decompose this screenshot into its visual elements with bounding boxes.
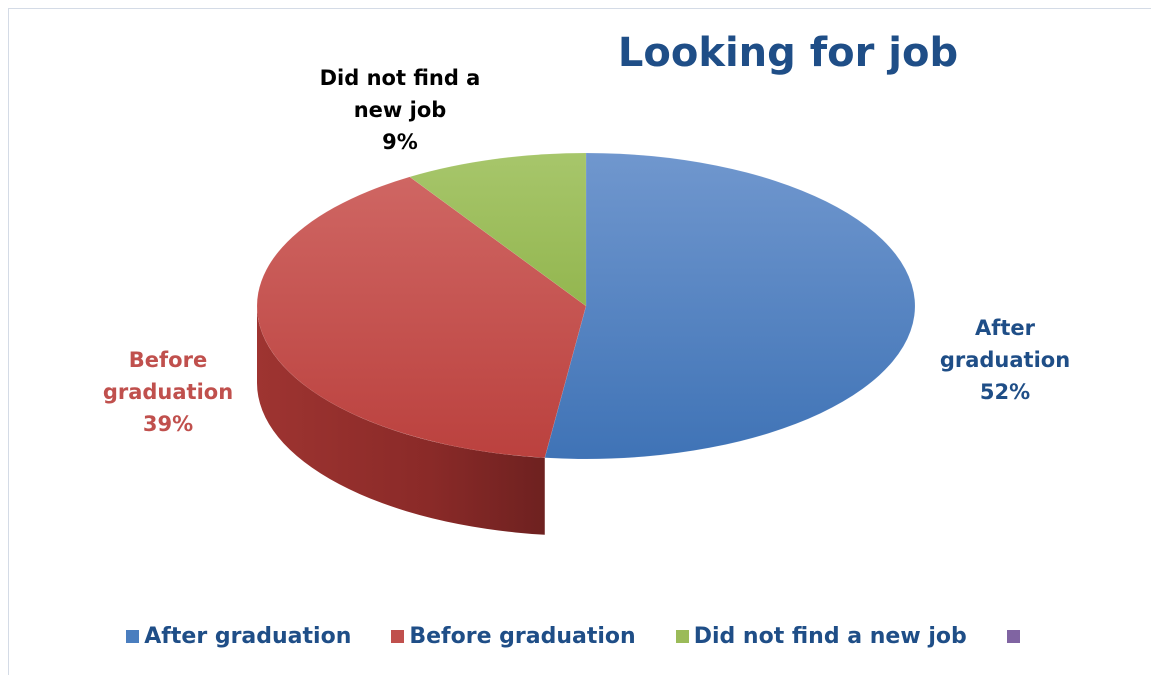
legend-item-before-graduation: Before graduation xyxy=(391,624,636,649)
pie-slice-before-graduation xyxy=(256,176,587,459)
legend-label-before: Before graduation xyxy=(409,624,636,649)
data-label-before-pct: 39% xyxy=(142,412,194,436)
legend-swatch-before xyxy=(391,630,405,643)
data-label-before-line2: graduation xyxy=(102,380,234,404)
chart-frame xyxy=(8,8,1151,675)
legend-swatch-nojob xyxy=(675,630,689,643)
legend-swatch-after xyxy=(126,630,140,643)
data-label-nojob-pct: 9% xyxy=(382,130,418,154)
pie-slice-after-graduation xyxy=(544,152,916,460)
pie-slice-did-not-find-a-new-job xyxy=(409,152,587,307)
data-label-before-graduation: Before graduation 39% xyxy=(88,344,248,440)
data-label-before-line1: Before xyxy=(128,348,208,372)
data-label-after-line2: graduation xyxy=(939,348,1071,372)
data-label-did-not-find: Did not find a new job 9% xyxy=(290,62,510,158)
chart-title: Looking for job xyxy=(617,30,959,76)
legend-label-after: After graduation xyxy=(144,624,352,649)
legend-label-nojob: Did not find a new job xyxy=(693,624,967,649)
legend-item-after-graduation: After graduation xyxy=(126,624,351,649)
data-label-nojob-line2: new job xyxy=(353,98,447,122)
data-label-nojob-line1: Did not find a xyxy=(319,66,481,90)
legend-item-did-not-find: Did not find a new job xyxy=(675,624,967,649)
data-label-after-line1: After xyxy=(974,316,1036,340)
side-wall-before-graduation xyxy=(257,306,545,535)
chart-legend: After graduation Before graduation Did n… xyxy=(0,624,1151,649)
legend-swatch-extra xyxy=(1006,630,1020,643)
data-label-after-pct: 52% xyxy=(979,380,1031,404)
legend-item-extra xyxy=(1006,630,1025,643)
data-label-after-graduation: After graduation 52% xyxy=(925,312,1085,408)
